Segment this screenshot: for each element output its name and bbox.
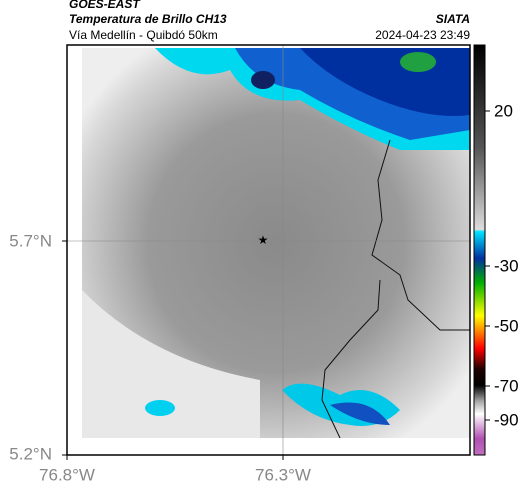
lon-label: 76.8°W [39, 465, 95, 484]
timestamp: 2024-04-23 23:49 [375, 28, 470, 42]
colorbar-label: -70 [494, 376, 519, 395]
colorbar [473, 44, 486, 456]
colorbar-ticks: 20 -30 -50 -70 -90 [485, 101, 519, 429]
lat-label: 5.7°N [9, 231, 52, 250]
source: GOES-EAST [69, 0, 141, 11]
colorbar-label: 20 [494, 101, 513, 120]
region: Vía Medellín - Quibdó 50km [69, 28, 218, 42]
colorbar-label: -50 [494, 316, 519, 335]
agency: SIATA [436, 12, 470, 26]
product: Temperatura de Brillo CH13 [69, 12, 227, 26]
svg-text:★: ★ [258, 233, 269, 247]
colorbar-label: -30 [494, 256, 519, 275]
colorbar-label: -90 [494, 410, 519, 429]
lon-label: 76.3°W [255, 465, 311, 484]
lat-label: 5.2°N [9, 444, 52, 463]
map-area: ★ [66, 44, 471, 456]
